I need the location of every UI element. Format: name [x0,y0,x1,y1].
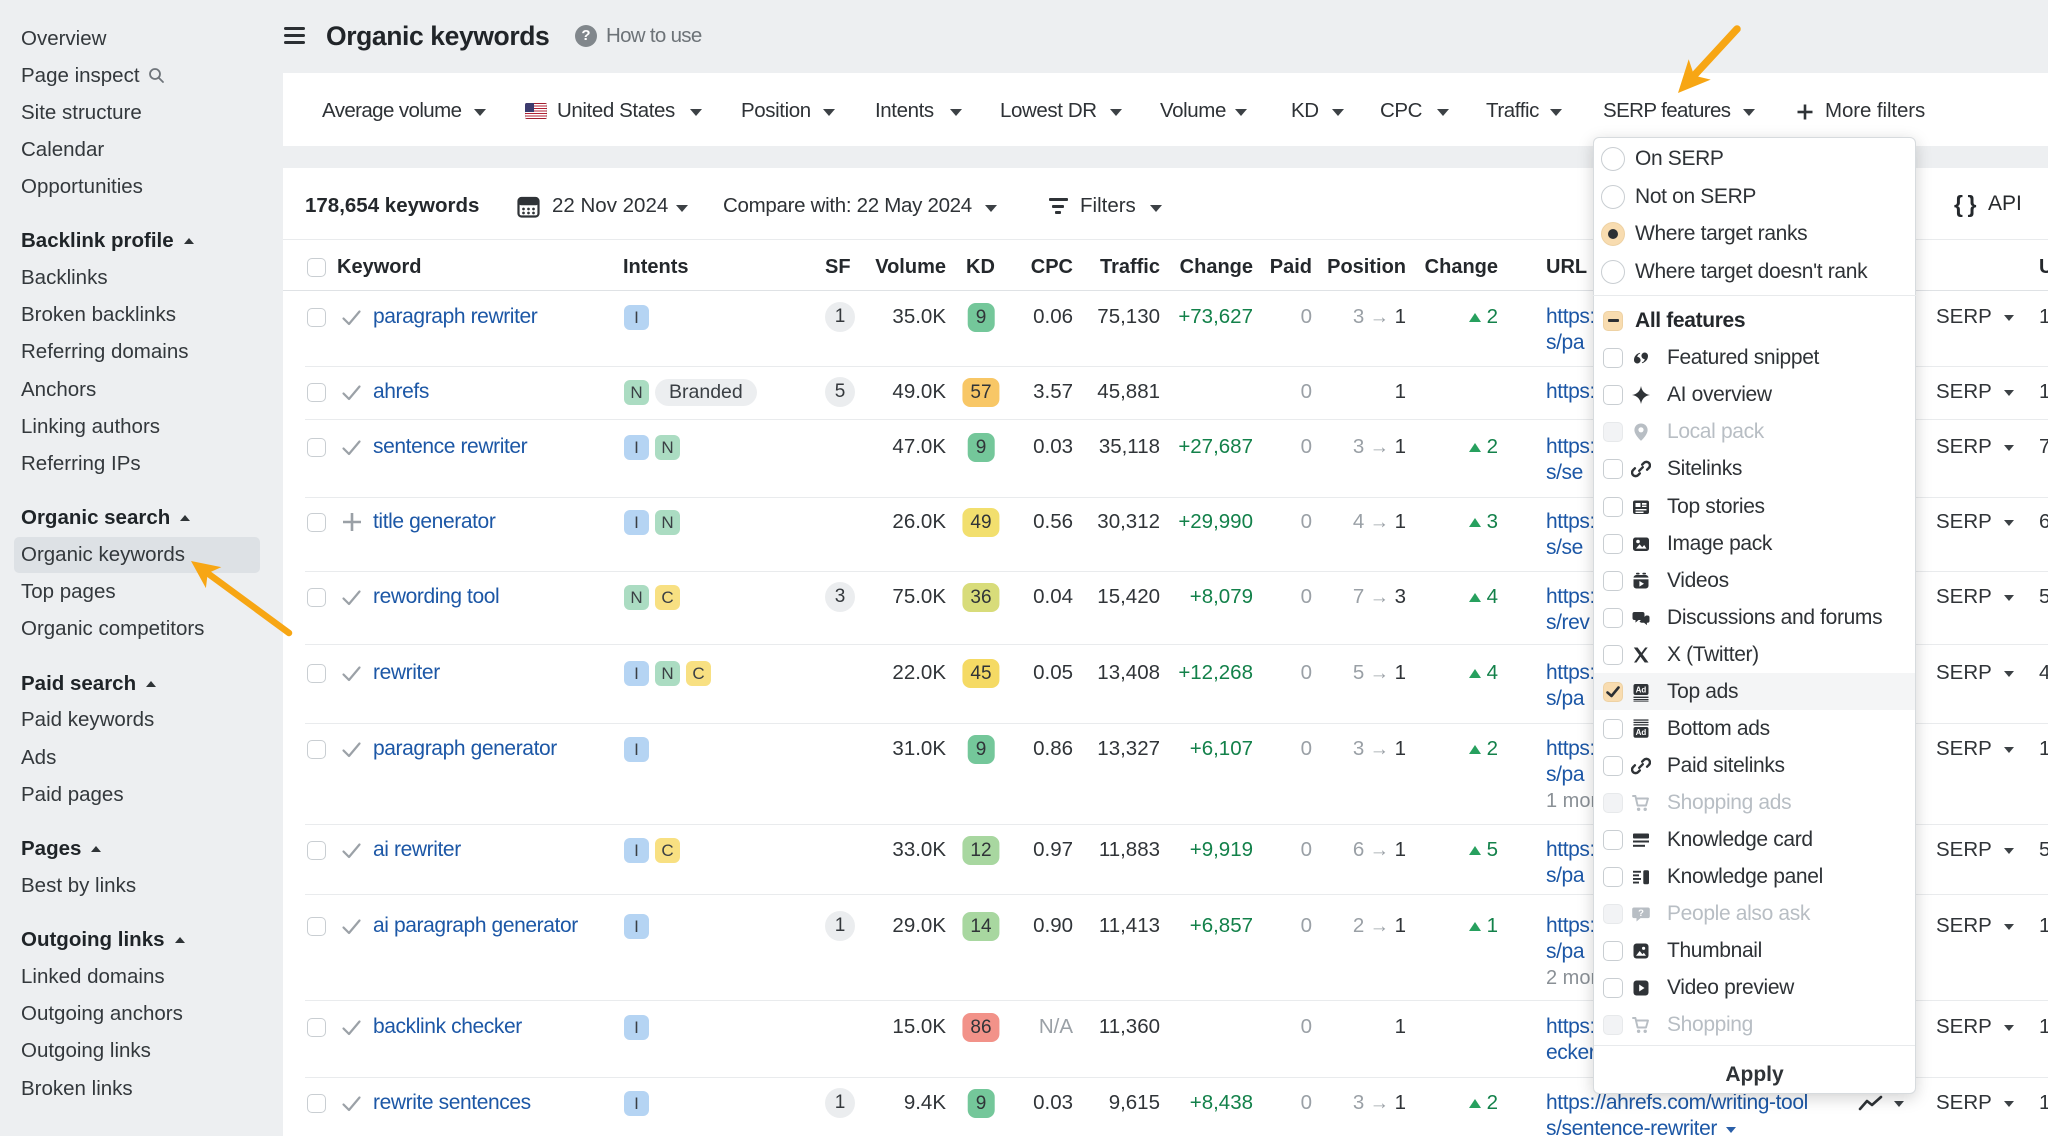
svg-text:Ad: Ad [1636,685,1647,694]
svg-text:Ad: Ad [1636,728,1647,737]
svg-text:?: ? [1638,908,1644,919]
